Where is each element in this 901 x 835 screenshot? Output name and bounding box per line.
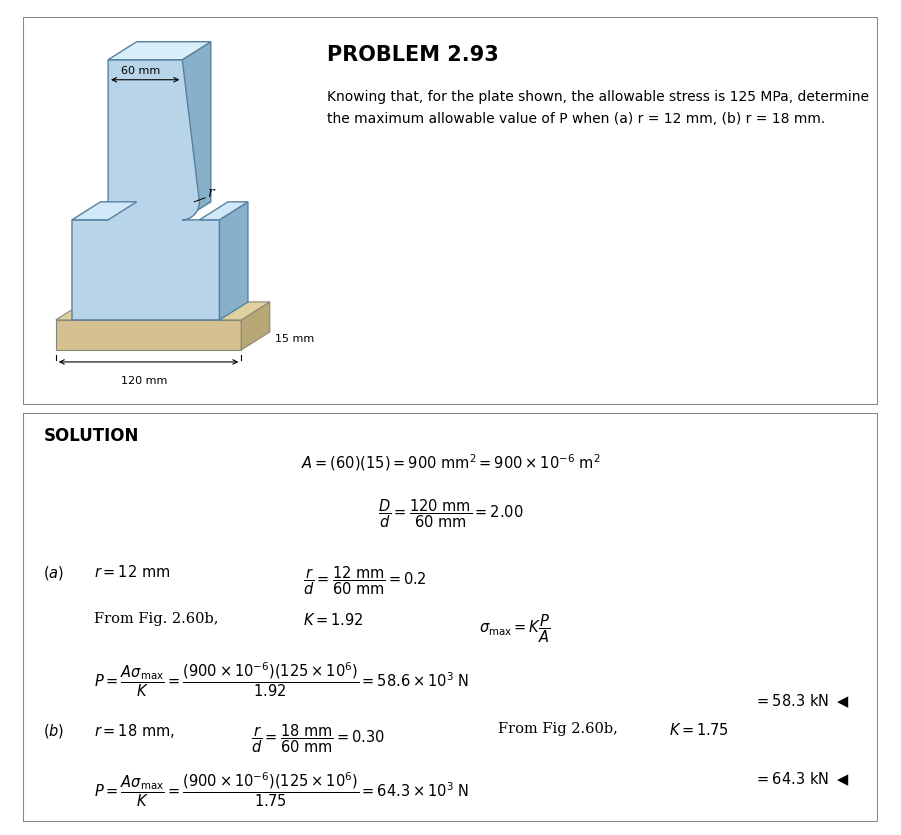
- Text: $\dfrac{r}{d} = \dfrac{12\ \mathrm{mm}}{60\ \mathrm{mm}} = 0.2$: $\dfrac{r}{d} = \dfrac{12\ \mathrm{mm}}{…: [303, 564, 427, 597]
- Polygon shape: [56, 302, 269, 320]
- Text: $P = \dfrac{A\sigma_{\mathrm{max}}}{K} = \dfrac{(900\times10^{-6})(125\times10^{: $P = \dfrac{A\sigma_{\mathrm{max}}}{K} =…: [94, 771, 469, 809]
- Text: $A = (60)(15) = 900\ \mathrm{mm}^2 = 900 \times 10^{-6}\ \mathrm{m}^2$: $A = (60)(15) = 900\ \mathrm{mm}^2 = 900…: [301, 453, 600, 473]
- Text: $K = 1.75$: $K = 1.75$: [669, 722, 729, 738]
- Polygon shape: [241, 302, 269, 350]
- Polygon shape: [199, 202, 248, 220]
- Text: $(a)$: $(a)$: [43, 564, 65, 582]
- Polygon shape: [72, 202, 137, 220]
- Polygon shape: [108, 42, 211, 60]
- Text: 60 mm: 60 mm: [121, 66, 160, 76]
- Text: From Fig 2.60b,: From Fig 2.60b,: [498, 722, 618, 736]
- Text: r: r: [207, 186, 214, 200]
- Text: PROBLEM 2.93: PROBLEM 2.93: [327, 45, 498, 65]
- Text: $K = 1.92$: $K = 1.92$: [303, 612, 363, 629]
- Text: 120 mm: 120 mm: [121, 376, 167, 386]
- Text: $\sigma_{\mathrm{max}} = K\dfrac{P}{A}$: $\sigma_{\mathrm{max}} = K\dfrac{P}{A}$: [479, 612, 551, 645]
- Text: $= 64.3\ \mathrm{kN}\ \blacktriangleleft$: $= 64.3\ \mathrm{kN}\ \blacktriangleleft…: [754, 771, 850, 788]
- Text: $\dfrac{r}{d} = \dfrac{18\ \mathrm{mm}}{60\ \mathrm{mm}} = 0.30$: $\dfrac{r}{d} = \dfrac{18\ \mathrm{mm}}{…: [250, 722, 385, 755]
- Text: $r = 18\ \mathrm{mm},$: $r = 18\ \mathrm{mm},$: [94, 722, 175, 741]
- Text: SOLUTION: SOLUTION: [43, 428, 139, 445]
- Polygon shape: [220, 202, 248, 320]
- Polygon shape: [182, 42, 211, 220]
- Text: the maximum allowable value of P when (a) r = 12 mm, (b) r = 18 mm.: the maximum allowable value of P when (a…: [327, 112, 825, 126]
- Text: $= 58.3\ \mathrm{kN}\ \blacktriangleleft$: $= 58.3\ \mathrm{kN}\ \blacktriangleleft…: [754, 692, 850, 710]
- Text: $\dfrac{D}{d} = \dfrac{120\ \mathrm{mm}}{60\ \mathrm{mm}} = 2.00$: $\dfrac{D}{d} = \dfrac{120\ \mathrm{mm}}…: [378, 498, 523, 530]
- Polygon shape: [72, 60, 220, 320]
- Text: $r = 12\ \mathrm{mm}$: $r = 12\ \mathrm{mm}$: [94, 564, 170, 580]
- Text: P: P: [153, 0, 163, 3]
- Text: From Fig. 2.60b,: From Fig. 2.60b,: [94, 612, 218, 626]
- Text: Knowing that, for the plate shown, the allowable stress is 125 MPa, determine: Knowing that, for the plate shown, the a…: [327, 89, 869, 104]
- Text: $(b)$: $(b)$: [43, 722, 65, 741]
- Polygon shape: [56, 320, 241, 350]
- Text: $P = \dfrac{A\sigma_{\mathrm{max}}}{K} = \dfrac{(900\times10^{-6})(125\times10^{: $P = \dfrac{A\sigma_{\mathrm{max}}}{K} =…: [94, 660, 469, 699]
- Text: 15 mm: 15 mm: [275, 334, 314, 344]
